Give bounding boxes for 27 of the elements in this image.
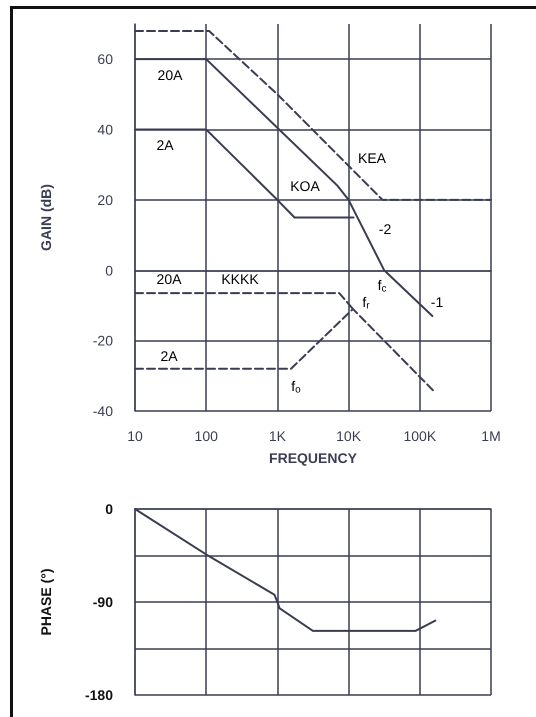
y-tick-label: -90 — [92, 594, 114, 610]
annotation: KEA — [358, 150, 387, 166]
y-tick-label: 20 — [97, 192, 114, 208]
y-tick-label: 60 — [97, 51, 114, 68]
x-axis-title: FREQUENCY — [269, 450, 358, 466]
y-tick-label: 0 — [105, 262, 114, 278]
annotation: 2A — [160, 348, 178, 364]
y-tick-label: -40 — [92, 403, 114, 419]
x-tick-label: 100K — [403, 428, 437, 444]
y-tick-label: 0 — [105, 501, 114, 517]
y-tick-label: -20 — [92, 332, 114, 349]
annotation: 20A — [158, 67, 184, 83]
annotation: -1 — [430, 294, 444, 310]
annotation: 20A — [156, 271, 182, 287]
x-tick-label: 1M — [481, 428, 501, 444]
y-tick-label: -180 — [84, 687, 114, 703]
x-tick-label: 100 — [194, 428, 218, 444]
annotation: 2A — [156, 137, 174, 153]
y-axis-title: GAIN (dB) — [38, 184, 54, 251]
annotation: -2 — [378, 221, 392, 237]
x-tick-label: 10K — [336, 428, 362, 444]
y-tick-label: 40 — [97, 122, 114, 138]
x-tick-label: 1K — [268, 428, 287, 444]
annotation: KKKK — [221, 271, 260, 287]
y-axis-title: PHASE (°) — [38, 568, 54, 636]
annotation: KOA — [290, 178, 320, 194]
x-tick-label: 10 — [127, 428, 143, 444]
